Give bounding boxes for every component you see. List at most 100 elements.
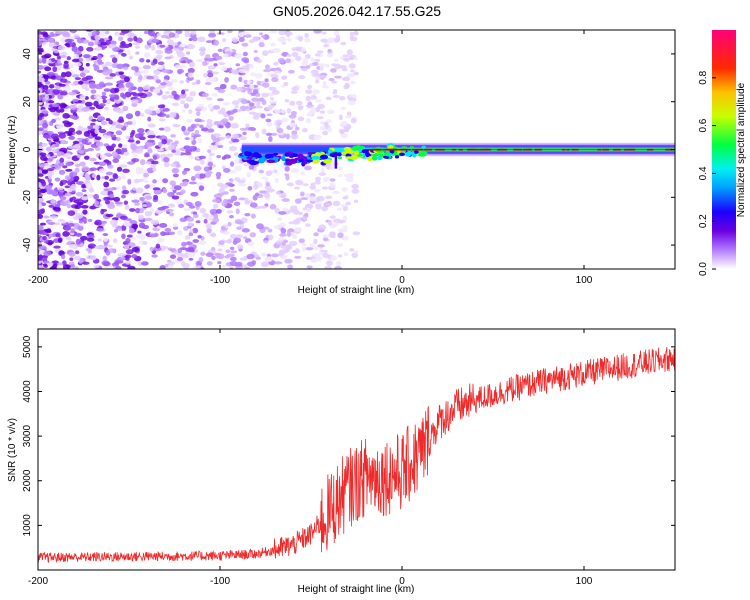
spectrogram-noise-dot: [146, 75, 155, 80]
spectrogram-noise-dot: [208, 32, 217, 38]
spectrogram-noise-dot: [85, 75, 94, 80]
spectrogram-noise-dot: [89, 157, 97, 162]
spectrogram-noise-dot: [278, 236, 285, 242]
spectrogram-noise-dot: [38, 60, 43, 64]
spectrogram-noise-dot: [339, 96, 346, 101]
spectrogram-noise-dot: [51, 148, 58, 153]
spectrogram-noise-dot: [216, 98, 224, 102]
spectrogram-x-label: Height of straight line (km): [298, 285, 415, 296]
spectrogram-noise-dot: [281, 117, 289, 123]
spectrogram-noise-dot: [145, 141, 153, 148]
spectrogram-noise-dot: [218, 187, 225, 194]
spectrogram-noise-dot: [182, 262, 190, 269]
spectrogram-y-tick-label: -40: [22, 237, 33, 252]
spectrogram-noise-dot: [120, 92, 125, 98]
spectrogram-noise-dot: [199, 46, 206, 53]
spectrogram-noise-dot: [127, 32, 135, 38]
spectrogram-noise-dot: [95, 141, 104, 147]
spectrogram-noise-dot: [252, 115, 260, 120]
spectrogram-noise-dot: [275, 240, 283, 245]
spectrogram-noise-dot: [122, 189, 130, 195]
spectrogram-noise-dot: [45, 184, 53, 190]
spectrogram-noise-dot: [271, 77, 279, 83]
spectrogram-noise-dot: [38, 30, 43, 35]
spectrogram-noise-dot: [183, 207, 191, 212]
spectrogram-noise-dot: [173, 47, 179, 52]
spectrogram-noise-dot: [103, 237, 108, 242]
spectrogram-noise-dot: [176, 51, 185, 58]
spectrogram-noise-dot: [41, 143, 48, 147]
colorbar-tick-label: 0.8: [698, 70, 709, 84]
spectrogram-noise-dot: [87, 125, 94, 130]
spectrogram-noise-dot: [50, 200, 56, 204]
spectrogram-ridge-blob: [384, 152, 390, 156]
spectrogram-noise-dot: [124, 204, 130, 210]
spectrogram-noise-dot: [291, 51, 299, 58]
spectrogram-noise-dot: [139, 196, 145, 202]
spectrogram-noise-dot: [181, 109, 186, 113]
spectrogram-noise-dot: [349, 80, 356, 85]
spectrogram-noise-dot: [135, 167, 144, 172]
spectrogram-noise-dot: [60, 51, 68, 56]
spectrogram-noise-dot: [324, 202, 333, 206]
spectrogram-noise-dot: [39, 222, 47, 226]
spectrogram-noise-dot: [51, 118, 57, 124]
spectrogram-noise-dot: [351, 36, 358, 42]
spectrogram-noise-dot: [305, 95, 311, 102]
spectrogram-ridge-peak: [604, 148, 608, 151]
spectrogram-noise-dot: [332, 91, 338, 95]
spectrogram-noise-dot: [342, 196, 349, 200]
spectrogram-noise-dot: [333, 222, 340, 227]
spectrogram-noise-dot: [127, 161, 135, 165]
spectrogram-noise-dot: [212, 105, 221, 110]
spectrogram-noise-dot: [242, 51, 248, 57]
spectrogram-noise-dot: [134, 45, 141, 49]
spectrogram-ridge-blob: [285, 160, 293, 166]
spectrogram-noise-dot: [68, 251, 76, 257]
spectrogram-noise-dot: [59, 220, 67, 224]
spectrogram-noise-dot: [53, 206, 61, 212]
spectrogram-noise-dot: [124, 91, 132, 98]
spectrogram-noise-dot: [264, 256, 273, 262]
spectrogram-noise-dot: [300, 171, 306, 176]
spectrogram-noise-dot: [208, 144, 214, 151]
spectrogram-noise-dot: [103, 88, 111, 92]
spectrogram-noise-dot: [202, 60, 208, 67]
spectrogram-noise-dot: [315, 79, 320, 84]
spectrogram-noise-dot: [60, 55, 67, 58]
spectrogram-noise-dot: [305, 193, 311, 199]
spectrogram-noise-dot: [60, 200, 69, 207]
spectrogram-noise-dot: [313, 134, 322, 140]
spectrogram-ridge-blob: [328, 149, 333, 154]
spectrogram-noise-dot: [72, 98, 79, 103]
spectrogram-noise-dot: [328, 77, 335, 82]
spectrogram-noise-dot: [130, 236, 137, 241]
spectrogram-noise-dot: [131, 99, 139, 104]
spectrogram-noise-dot: [50, 133, 59, 140]
snr-panel: -200 -100 0 100 1000 2000 3000 4000 5000 Height…: [7, 328, 676, 595]
spectrogram-noise-dot: [56, 55, 61, 60]
spectrogram-noise-dot: [109, 125, 117, 131]
spectrogram-noise-dot: [47, 37, 55, 43]
spectrogram-noise-dot: [267, 228, 273, 233]
spectrogram-ridge-blob: [311, 155, 321, 160]
spectrogram-noise-dot: [324, 63, 330, 68]
spectrogram-noise-dot: [247, 241, 255, 246]
spectrogram-noise-dot: [181, 241, 187, 247]
spectrogram-x-tick-label: 0: [399, 275, 405, 286]
spectrogram-ridge-peak: [561, 148, 566, 151]
spectrogram-noise-dot: [305, 65, 311, 69]
spectrogram-noise-dot: [48, 100, 55, 104]
spectrogram-noise-dot: [165, 208, 174, 212]
spectrogram-noise-dot: [182, 181, 189, 186]
spectrogram-noise-dot: [105, 118, 111, 122]
spectrogram-noise-dot: [344, 76, 350, 82]
spectrogram-noise-dot: [117, 227, 122, 231]
spectrogram-noise-dot: [38, 96, 42, 101]
spectrogram-noise-dot: [107, 187, 114, 192]
spectrogram-noise-dot: [115, 186, 121, 191]
spectrogram-noise-dot: [306, 265, 313, 269]
spectrogram-noise-dot: [141, 261, 149, 266]
spectrogram-noise-dot: [229, 266, 234, 269]
